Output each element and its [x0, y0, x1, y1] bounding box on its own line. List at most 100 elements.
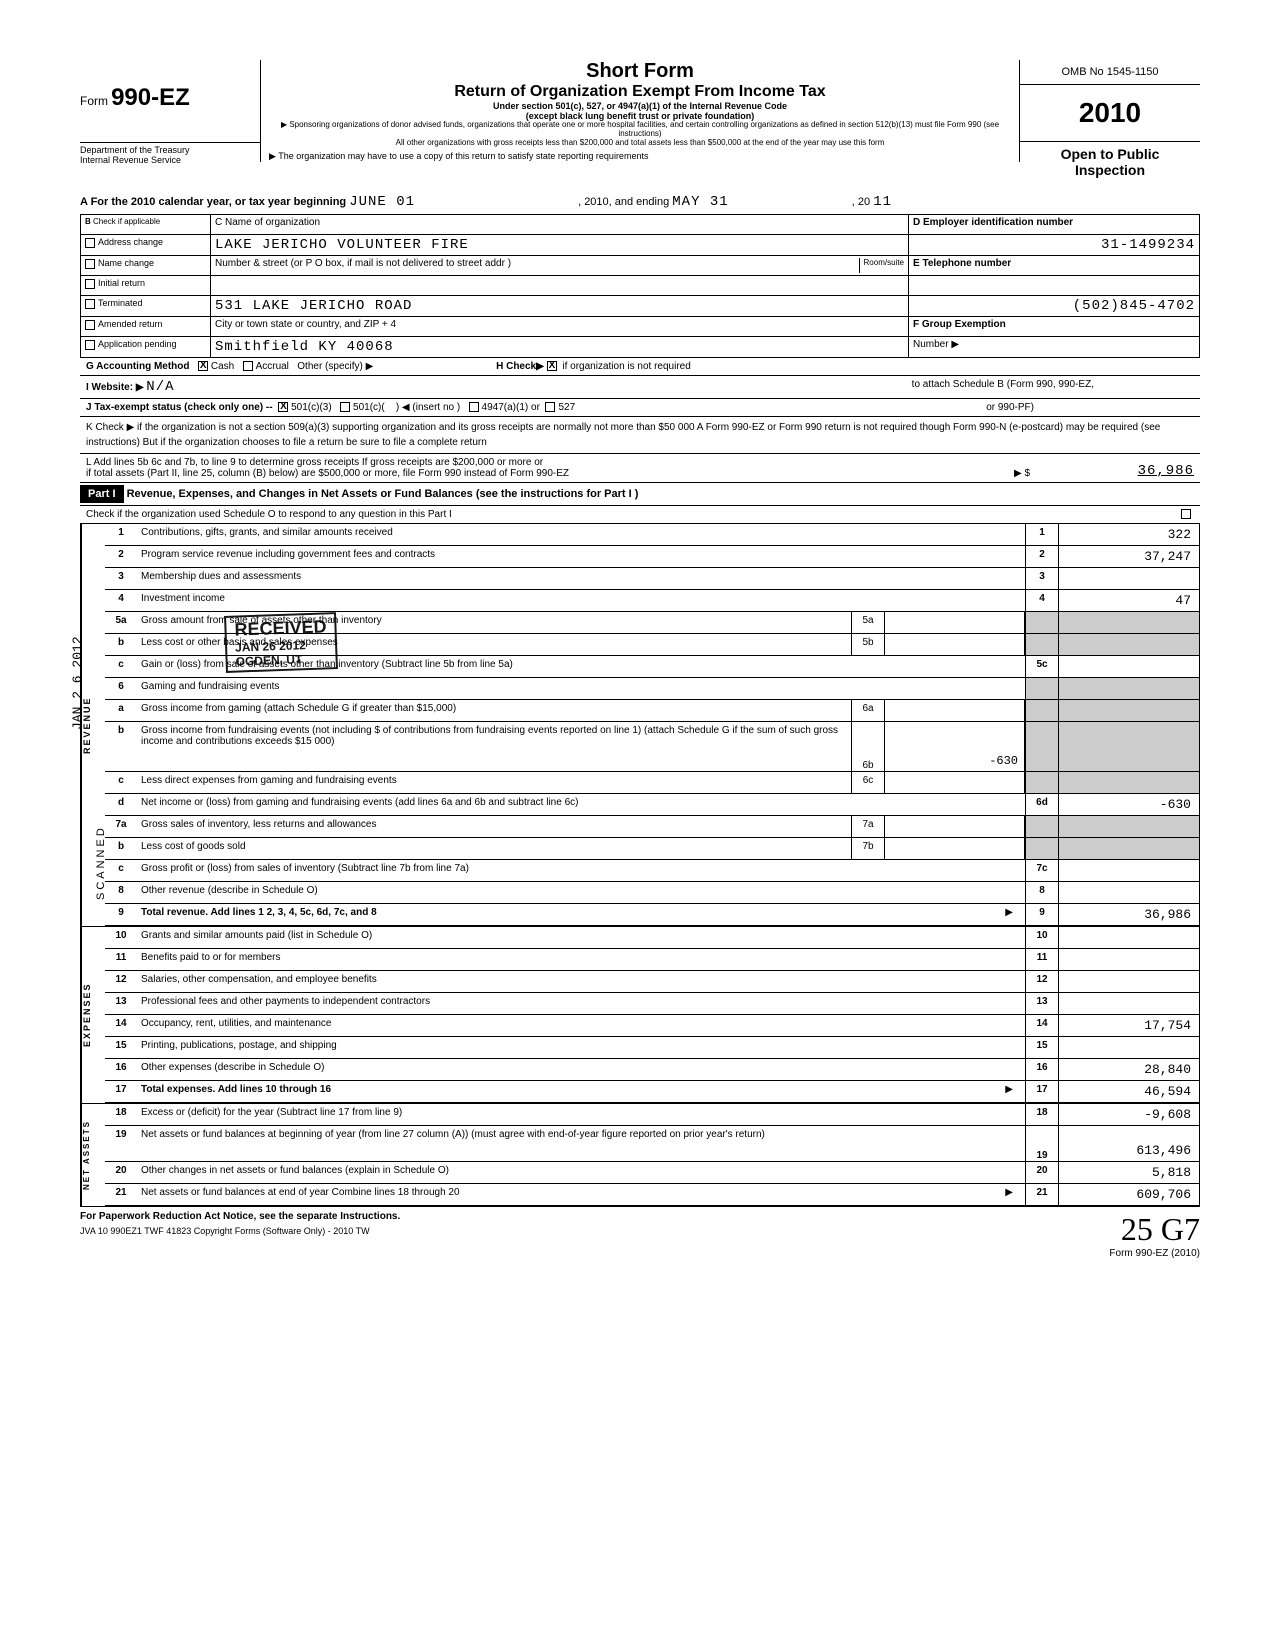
checkbox-amended[interactable] [85, 320, 95, 330]
line-16-val: 28,840 [1059, 1059, 1199, 1080]
checkbox-name-change[interactable] [85, 259, 95, 269]
line-19-val: 613,496 [1059, 1126, 1199, 1161]
line-7a-mid [885, 816, 1025, 837]
year-20: , 20 [852, 196, 870, 208]
line-12-val [1059, 971, 1199, 992]
line-17-val: 46,594 [1059, 1081, 1199, 1102]
h-text: if organization is not required [562, 361, 690, 372]
identification-grid: B Check if applicable C Name of organiza… [80, 214, 1200, 358]
label-501c: 501(c)( [353, 402, 385, 413]
paperwork-notice: For Paperwork Reduction Act Notice, see … [80, 1211, 400, 1222]
label-initial-return: Initial return [98, 278, 145, 288]
checkbox-501c[interactable] [340, 402, 350, 412]
line-15-desc: Printing, publications, postage, and shi… [137, 1037, 1025, 1058]
form-990ez-footer: Form 990-EZ (2010) [1109, 1248, 1200, 1259]
title-under: Under section 501(c), 527, or 4947(a)(1)… [269, 101, 1011, 111]
title-return: Return of Organization Exempt From Incom… [269, 83, 1011, 101]
checkbox-501c3[interactable] [278, 402, 288, 412]
form-header: Form 990-EZ Department of the Treasury I… [80, 60, 1200, 182]
check-if-applicable: Check if applicable [93, 217, 160, 226]
row-l-text2: if total assets (Part II, line 25, colum… [86, 468, 1014, 479]
line-7a-num: 7a [851, 816, 885, 837]
line-6b-num: 6b [851, 722, 885, 771]
dept-irs: Internal Revenue Service [80, 155, 260, 165]
line-14-desc: Occupancy, rent, utilities, and maintena… [137, 1015, 1025, 1036]
checkbox-initial-return[interactable] [85, 279, 95, 289]
city-value: Smithfield KY 40068 [211, 337, 909, 357]
line-1-desc: Contributions, gifts, grants, and simila… [137, 524, 1025, 545]
label-street: Number & street (or P O box, if mail is … [215, 258, 859, 273]
line-7c-num: 7c [1025, 860, 1059, 881]
line-6a-mid [885, 700, 1025, 721]
line-10-val [1059, 927, 1199, 948]
checkbox-pending[interactable] [85, 340, 95, 350]
line-4-desc: Investment income [137, 590, 1025, 611]
line-7a-desc: Gross sales of inventory, less returns a… [137, 816, 851, 837]
label-tax-exempt: J Tax-exempt status (check only one) -- [86, 402, 273, 413]
signature-scrawl: 25 G7 [1121, 1211, 1200, 1247]
title-note3: ▶ The organization may have to use a cop… [269, 151, 1011, 162]
label-room: Room/suite [859, 258, 904, 273]
line-6a-num: 6a [851, 700, 885, 721]
label-name-change: Name change [98, 258, 154, 268]
line-18-val: -9,608 [1059, 1104, 1199, 1125]
line-5b-num: 5b [851, 634, 885, 655]
line-21-desc: Net assets or fund balances at end of ye… [141, 1187, 460, 1198]
checkbox-accrual[interactable] [243, 361, 253, 371]
checkbox-cash[interactable] [198, 361, 208, 371]
line-4-val: 47 [1059, 590, 1199, 611]
title-note1: ▶ Sponsoring organizations of donor advi… [269, 121, 1011, 139]
line-5c-desc: Gain or (loss) from sale of assets other… [137, 656, 1025, 677]
street-value: 531 LAKE JERICHO ROAD [211, 296, 909, 316]
side-label-expenses: EXPENSES [81, 927, 105, 1103]
checkbox-h[interactable] [547, 361, 557, 371]
label-h: H Check▶ [496, 361, 544, 372]
line-7c-desc: Gross profit or (loss) from sales of inv… [137, 860, 1025, 881]
line-6a-desc: Gross income from gaming (attach Schedul… [137, 700, 851, 721]
h-text2: to attach Schedule B (Form 990, 990-EZ, [912, 379, 1094, 390]
line-8-val [1059, 882, 1199, 903]
checkbox-terminated[interactable] [85, 299, 95, 309]
label-cash: Cash [211, 361, 234, 372]
side-label-assets: NET ASSETS [81, 1104, 105, 1206]
label-501c3: 501(c)(3) [291, 402, 332, 413]
checkbox-schedule-o[interactable] [1181, 509, 1191, 519]
line-1-val: 322 [1059, 524, 1199, 545]
year-end: MAY 31 [672, 194, 728, 210]
line-20-desc: Other changes in net assets or fund bala… [137, 1162, 1025, 1183]
tax-year-line: A For the 2010 calendar year, or tax yea… [80, 190, 1200, 214]
revenue-section: REVENUE RECEIVED JAN 26 2012 OGDEN, UT 1… [80, 524, 1200, 927]
line-20-val: 5,818 [1059, 1162, 1199, 1183]
form-number: 990-EZ [111, 84, 190, 111]
line-2-val: 37,247 [1059, 546, 1199, 567]
line-6c-num: 6c [851, 772, 885, 793]
open-to-public: Open to Public [1024, 146, 1196, 162]
label-pending: Application pending [98, 339, 177, 349]
line-9-val: 36,986 [1059, 904, 1199, 925]
line-19-desc: Net assets or fund balances at beginning… [137, 1126, 1025, 1161]
checkbox-4947[interactable] [469, 402, 479, 412]
tax-year: 2010 [1020, 85, 1200, 142]
part-1-title: Revenue, Expenses, and Changes in Net As… [127, 488, 639, 500]
line-a-prefix: A For the 2010 calendar year, or tax yea… [80, 196, 346, 208]
line-14-val: 17,754 [1059, 1015, 1199, 1036]
row-l-text1: L Add lines 5b 6c and 7b, to line 9 to d… [86, 457, 1014, 468]
label-org-name: C Name of organization [215, 217, 320, 228]
line-3-desc: Membership dues and assessments [137, 568, 1025, 589]
line-5a-desc: Gross amount from sale of assets other t… [137, 612, 851, 633]
row-l-arrow: ▶ $ [1014, 468, 1074, 479]
checkbox-address-change[interactable] [85, 238, 95, 248]
label-phone: E Telephone number [913, 258, 1011, 269]
line-2-desc: Program service revenue including govern… [137, 546, 1025, 567]
website-value: N/A [146, 379, 174, 395]
line-13-desc: Professional fees and other payments to … [137, 993, 1025, 1014]
title-short-form: Short Form [269, 60, 1011, 83]
year-mid: , 2010, and ending [578, 196, 669, 208]
expenses-section: EXPENSES 10Grants and similar amounts pa… [80, 927, 1200, 1104]
gross-receipts-total: 36,986 [1074, 463, 1194, 479]
label-amended: Amended return [98, 319, 163, 329]
line-7c-val [1059, 860, 1199, 881]
part-1-check-text: Check if the organization used Schedule … [86, 509, 452, 520]
line-5b-mid [885, 634, 1025, 655]
checkbox-527[interactable] [545, 402, 555, 412]
